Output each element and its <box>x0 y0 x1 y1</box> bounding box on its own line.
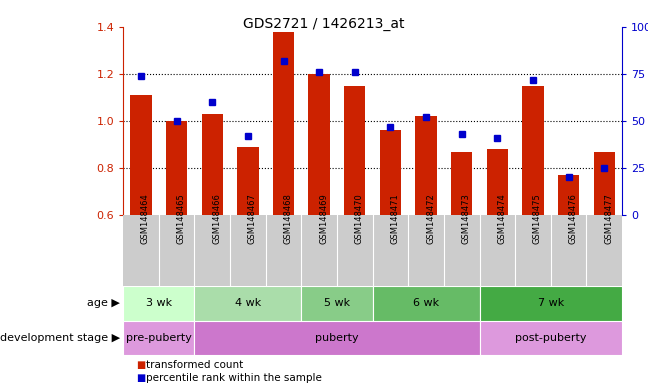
Text: GSM148467: GSM148467 <box>248 193 257 244</box>
Text: GDS2721 / 1426213_at: GDS2721 / 1426213_at <box>243 17 405 31</box>
Text: 6 wk: 6 wk <box>413 298 439 308</box>
Bar <box>415 116 437 215</box>
Text: GSM148474: GSM148474 <box>497 193 506 244</box>
Bar <box>380 131 401 215</box>
Bar <box>194 286 301 321</box>
Bar <box>451 152 472 215</box>
Bar <box>558 175 579 215</box>
Text: ■: ■ <box>136 373 145 383</box>
Bar <box>273 31 294 215</box>
Text: GSM148469: GSM148469 <box>319 193 328 244</box>
Bar <box>308 74 330 215</box>
Text: GSM148468: GSM148468 <box>284 193 292 244</box>
Text: transformed count: transformed count <box>146 360 243 370</box>
Bar <box>166 121 187 215</box>
Text: 4 wk: 4 wk <box>235 298 261 308</box>
Bar <box>130 95 152 215</box>
Bar <box>522 86 544 215</box>
Text: ■: ■ <box>136 360 145 370</box>
Text: 5 wk: 5 wk <box>324 298 350 308</box>
Text: pre-puberty: pre-puberty <box>126 333 192 343</box>
Text: GSM148475: GSM148475 <box>533 193 542 244</box>
Text: GSM148466: GSM148466 <box>212 193 221 244</box>
Bar <box>594 152 615 215</box>
Text: puberty: puberty <box>315 333 359 343</box>
Bar <box>123 321 194 355</box>
Text: GSM148470: GSM148470 <box>354 193 364 244</box>
Bar <box>480 321 622 355</box>
Bar <box>123 286 194 321</box>
Text: 3 wk: 3 wk <box>146 298 172 308</box>
Text: GSM148477: GSM148477 <box>604 193 613 244</box>
Text: 7 wk: 7 wk <box>538 298 564 308</box>
Text: GSM148472: GSM148472 <box>426 193 435 244</box>
Bar <box>487 149 508 215</box>
Text: percentile rank within the sample: percentile rank within the sample <box>146 373 321 383</box>
Bar <box>480 286 622 321</box>
Text: GSM148471: GSM148471 <box>390 193 399 244</box>
Text: post-puberty: post-puberty <box>515 333 586 343</box>
Bar <box>194 321 480 355</box>
Text: GSM148464: GSM148464 <box>141 193 150 244</box>
Bar <box>301 286 373 321</box>
Bar <box>202 114 223 215</box>
Text: development stage ▶: development stage ▶ <box>0 333 120 343</box>
Bar <box>373 286 480 321</box>
Text: GSM148465: GSM148465 <box>176 193 185 244</box>
Text: GSM148473: GSM148473 <box>461 193 470 244</box>
Bar <box>237 147 259 215</box>
Text: GSM148476: GSM148476 <box>568 193 577 244</box>
Bar <box>344 86 365 215</box>
Text: age ▶: age ▶ <box>87 298 120 308</box>
